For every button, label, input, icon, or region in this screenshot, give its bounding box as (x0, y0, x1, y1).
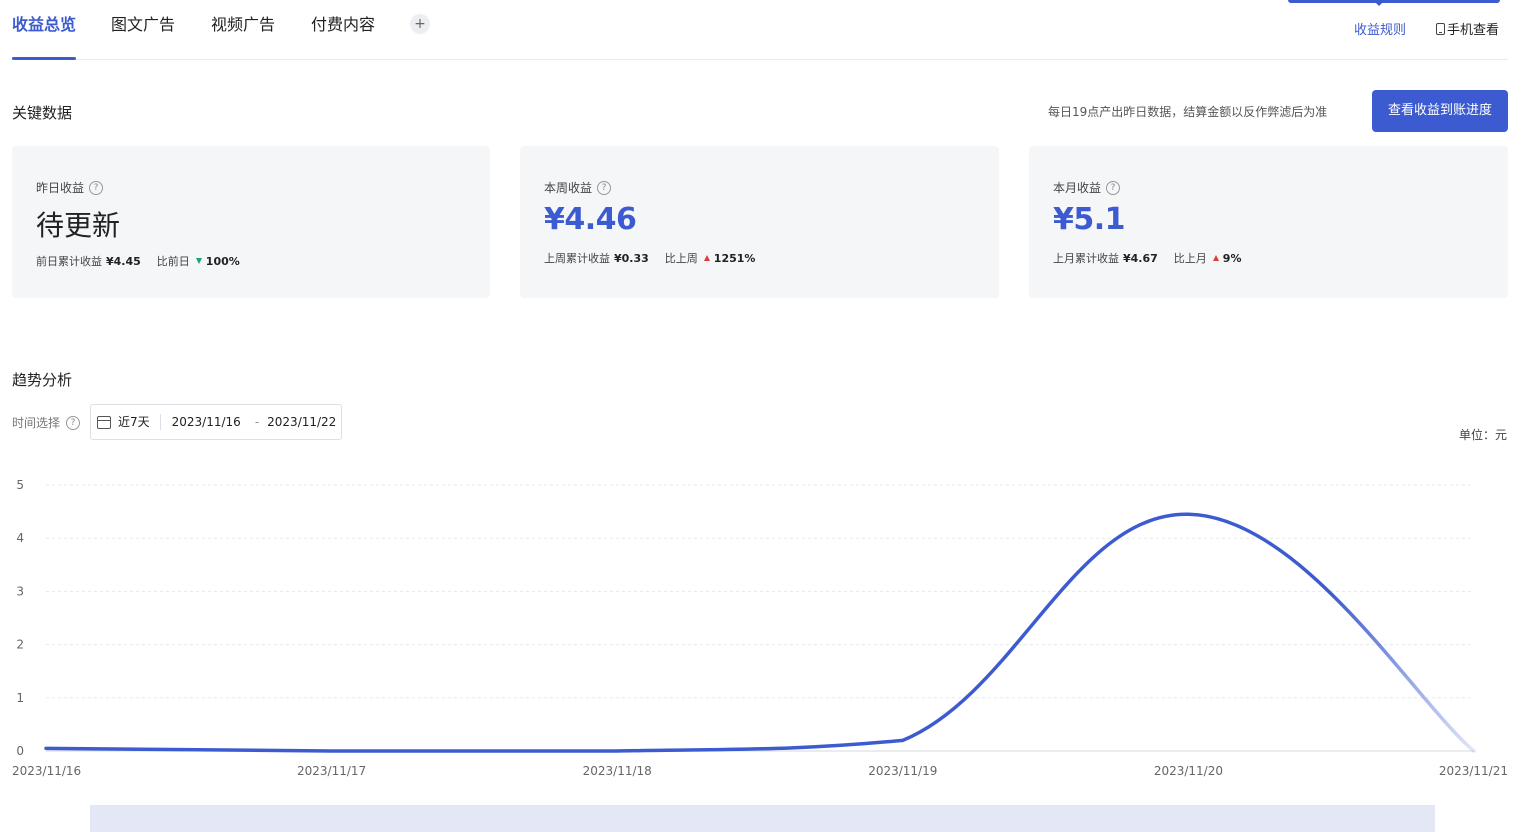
time-select-text: 时间选择 (12, 416, 61, 430)
add-tab-button[interactable]: + (410, 14, 430, 34)
x-tick-label: 2023/11/17 (297, 764, 366, 778)
help-icon[interactable]: ? (66, 415, 81, 430)
help-icon[interactable]: ? (1106, 180, 1121, 195)
y-tick-label: 3 (16, 584, 24, 598)
range-slider-track[interactable] (90, 805, 1435, 832)
active-tab-indicator (12, 57, 76, 60)
card-label: 昨日收益 ? (36, 179, 104, 196)
trend-line-chart: 0 1 2 3 4 5 2023/11/16 2023/11/17 2023/11/18 202… (12, 478, 1508, 778)
help-icon[interactable]: ? (597, 180, 612, 195)
date-preset[interactable]: 近7天 (118, 414, 161, 430)
phone-icon (1436, 22, 1445, 35)
compare-label: 比上周 (664, 252, 698, 265)
tab-bar: 收益总览 图文广告 视频广告 付费内容 + (12, 0, 1508, 60)
card-label: 本月收益 ? (1053, 179, 1121, 196)
tab-video-ads[interactable]: 视频广告 (211, 15, 276, 34)
x-tick-label: 2023/11/18 (583, 764, 652, 778)
tooltip-edge (1288, 0, 1500, 3)
x-tick-label: 2023/11/19 (868, 764, 937, 778)
tab-paid-content[interactable]: 付费内容 (311, 15, 376, 34)
card-footer: 上月累计收益 ¥4.67 比上月 9% (1053, 250, 1241, 266)
prev-label: 上周累计收益 (544, 252, 610, 265)
key-data-title: 关键数据 (12, 104, 73, 122)
compare-label: 比前日 (156, 255, 190, 268)
time-select-label: 时间选择 ? (12, 414, 81, 431)
mobile-view-link[interactable]: 手机查看 (1436, 19, 1499, 38)
y-tick-label: 5 (16, 478, 24, 492)
card-yesterday-revenue: 昨日收益 ? 待更新 前日累计收益 ¥4.45 比前日 100% (12, 146, 490, 298)
compare-value: 1251% (713, 251, 756, 265)
compare-value: 9% (1222, 251, 1242, 265)
x-tick-label: 2023/11/16 (12, 764, 81, 778)
date-start[interactable]: 2023/11/16 (171, 415, 241, 429)
card-month-revenue: 本月收益 ? ¥5.1 上月累计收益 ¥4.67 比上月 9% (1029, 146, 1508, 298)
compare-value: 100% (205, 254, 240, 268)
mobile-view-label: 手机查看 (1447, 23, 1500, 38)
unit-label: 单位：元 (1459, 428, 1508, 442)
trend-down-icon (195, 258, 202, 264)
card-label-text: 昨日收益 (36, 181, 85, 195)
prev-value: ¥4.67 (1123, 251, 1158, 265)
trend-up-icon (703, 255, 710, 261)
y-tick-label: 2 (16, 638, 24, 652)
y-tick-label: 1 (16, 691, 24, 705)
card-label-text: 本月收益 (1053, 181, 1102, 195)
x-tick-label: 2023/11/21 (1439, 764, 1508, 778)
card-value: 待更新 (36, 209, 121, 242)
prev-label: 前日累计收益 (36, 255, 102, 268)
series-line (44, 512, 1476, 753)
calendar-icon (97, 415, 111, 429)
help-icon[interactable]: ? (89, 180, 104, 195)
card-label-text: 本周收益 (544, 181, 593, 195)
data-update-note: 每日19点产出昨日数据，结算金额以反作弊滤后为准 (1048, 105, 1328, 119)
card-footer: 前日累计收益 ¥4.45 比前日 100% (36, 253, 240, 269)
date-separator: - (254, 415, 260, 429)
prev-value: ¥0.33 (614, 251, 649, 265)
card-label: 本周收益 ? (544, 179, 612, 196)
tab-revenue-overview[interactable]: 收益总览 (12, 15, 77, 34)
date-end[interactable]: 2023/11/22 (267, 415, 337, 429)
tooltip-arrow (1374, 1, 1384, 6)
y-tick-label: 0 (16, 744, 24, 758)
view-settlement-progress-button[interactable]: 查看收益到账进度 (1372, 90, 1508, 132)
compare-label: 比上月 (1173, 252, 1207, 265)
revenue-rules-link[interactable]: 收益规则 (1354, 23, 1407, 38)
y-tick-label: 4 (16, 531, 24, 545)
prev-value: ¥4.45 (106, 254, 141, 268)
card-footer: 上周累计收益 ¥0.33 比上周 1251% (544, 250, 755, 266)
tab-image-ads[interactable]: 图文广告 (111, 15, 176, 34)
trend-analysis-title: 趋势分析 (12, 371, 73, 389)
date-range-picker[interactable]: 近7天 2023/11/16 - 2023/11/22 (90, 404, 342, 440)
card-value: ¥4.46 (544, 202, 637, 237)
prev-label: 上月累计收益 (1053, 252, 1119, 265)
trend-up-icon (1212, 255, 1219, 261)
card-value: ¥5.1 (1053, 202, 1126, 237)
card-week-revenue: 本周收益 ? ¥4.46 上周累计收益 ¥0.33 比上周 1251% (520, 146, 999, 298)
x-tick-label: 2023/11/20 (1154, 764, 1223, 778)
